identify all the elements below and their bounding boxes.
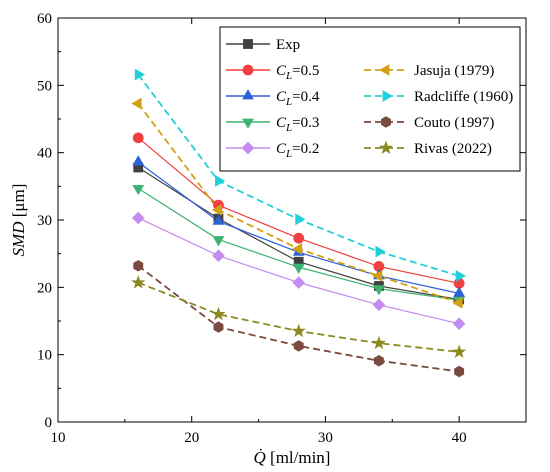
data-point-radcliffe-1960-16 xyxy=(134,68,146,81)
legend-marker-couto-1997 xyxy=(381,116,391,128)
legend-label-cl-0-2: CL=0.2 xyxy=(276,141,319,160)
data-point-rivas-2022-22 xyxy=(211,306,226,321)
legend-label-cl-0-3: CL=0.3 xyxy=(276,115,319,134)
legend: Exp CL=0.5 CL=0.4 CL=0.3 CL=0.2 Jasuja (1979)… xyxy=(219,26,521,172)
data-point-couto-1997-28 xyxy=(293,340,304,352)
legend-marker-exp xyxy=(243,39,253,49)
series-line-couto-1997 xyxy=(137,265,460,373)
legend-label-exp: Exp xyxy=(276,37,300,53)
legend-marker-cl-0-3 xyxy=(242,118,254,129)
data-point-rivas-2022-34 xyxy=(371,335,387,350)
data-point-cl-0-4-40 xyxy=(453,286,466,297)
legend-label-cl-0-5: CL=0.5 xyxy=(276,63,319,82)
data-point-cl-0-5-28 xyxy=(293,232,305,244)
legend-marker-radcliffe-1960 xyxy=(382,90,393,102)
legend-marker-cl-0-5 xyxy=(242,64,254,76)
x-axis-title: Q̇ [ml/min] xyxy=(254,448,331,467)
legend-label-rivas-2022: Rivas (2022) xyxy=(414,141,492,157)
data-point-cl-0-2-34 xyxy=(372,298,386,312)
data-point-jasuja-1979-16 xyxy=(131,97,142,110)
data-point-cl-0-2-40 xyxy=(452,317,466,331)
data-point-radcliffe-1960-28 xyxy=(295,213,306,226)
data-point-cl-0-3-22 xyxy=(212,236,225,247)
legend-marker-rivas-2022 xyxy=(378,140,394,155)
data-point-jasuja-1979-40 xyxy=(452,296,463,309)
data-point-couto-1997-16 xyxy=(133,260,144,272)
y-tick-label-10: 10 xyxy=(37,348,52,364)
legend-label-radcliffe-1960: Radcliffe (1960) xyxy=(414,89,513,105)
data-point-rivas-2022-28 xyxy=(291,323,306,338)
x-tick-label-40: 40 xyxy=(452,430,467,446)
data-point-radcliffe-1960-40 xyxy=(455,269,466,282)
data-point-jasuja-1979-34 xyxy=(372,269,383,282)
legend-marker-cl-0-2 xyxy=(241,141,255,155)
y-tick-label-0: 0 xyxy=(45,415,53,431)
data-point-cl-0-2-28 xyxy=(292,276,306,289)
data-point-cl-0-2-16 xyxy=(131,211,145,225)
data-point-cl-0-3-34 xyxy=(373,285,385,296)
y-tick-label-50: 50 xyxy=(37,78,52,94)
legend-box xyxy=(219,26,521,172)
legend-label-couto-1997: Couto (1997) xyxy=(414,115,494,131)
legend-label-jasuja-1979: Jasuja (1979) xyxy=(414,63,494,79)
x-tick-label-30: 30 xyxy=(318,430,333,446)
legend-label-cl-0-4: CL=0.4 xyxy=(276,89,320,108)
data-point-cl-0-3-28 xyxy=(292,263,305,274)
data-point-jasuja-1979-28 xyxy=(291,243,303,255)
y-tick-label-60: 60 xyxy=(37,11,52,27)
y-tick-label-20: 20 xyxy=(37,280,52,296)
data-point-radcliffe-1960-34 xyxy=(375,245,386,258)
y-axis-title: SMD [μm] xyxy=(9,184,28,257)
y-tick-label-40: 40 xyxy=(37,146,52,162)
data-point-radcliffe-1960-22 xyxy=(215,175,226,187)
x-tick-label-20: 20 xyxy=(184,430,199,446)
x-tick-label-10: 10 xyxy=(51,430,66,446)
data-point-couto-1997-34 xyxy=(373,355,384,367)
series-markers xyxy=(131,68,467,378)
series-lines xyxy=(137,74,460,373)
legend-marker-cl-0-4 xyxy=(242,89,254,100)
data-point-couto-1997-40 xyxy=(454,365,465,378)
axis-labels: Q̇ [ml/min] SMD [μm] xyxy=(9,184,330,467)
data-point-couto-1997-22 xyxy=(213,321,224,333)
data-point-cl-0-4-16 xyxy=(132,155,145,166)
data-point-cl-0-4-22 xyxy=(212,214,225,225)
data-point-jasuja-1979-22 xyxy=(211,204,222,216)
data-point-rivas-2022-40 xyxy=(452,344,467,359)
data-point-cl-0-2-22 xyxy=(212,249,225,263)
data-point-rivas-2022-16 xyxy=(131,275,146,289)
data-point-cl-0-5-16 xyxy=(132,132,144,144)
data-point-cl-0-3-16 xyxy=(132,184,145,196)
y-tick-label-30: 30 xyxy=(37,213,52,229)
legend-marker-jasuja-1979 xyxy=(379,64,390,76)
